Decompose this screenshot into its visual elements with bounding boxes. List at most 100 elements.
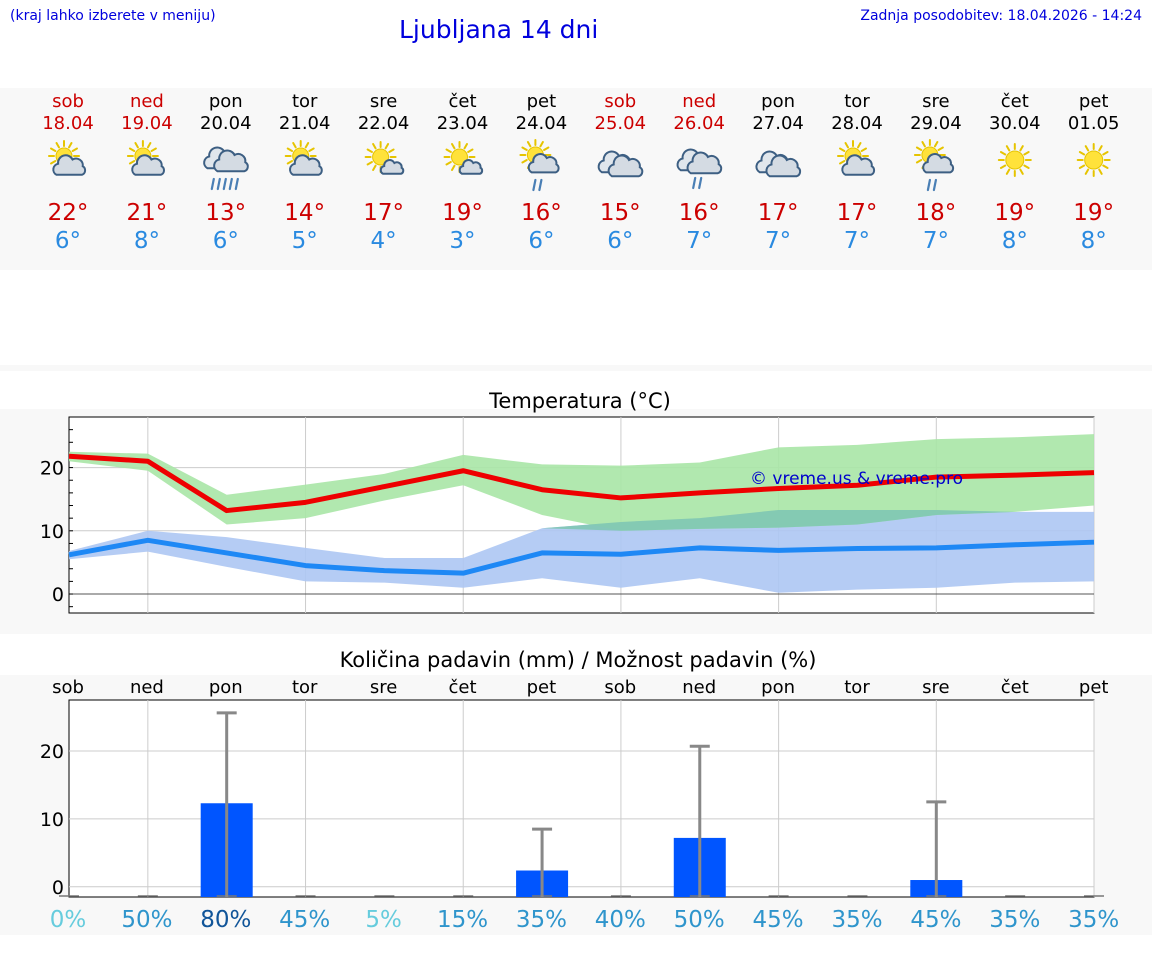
sun-ray bbox=[844, 142, 849, 149]
min-temp: 6° bbox=[213, 228, 239, 254]
location-menu-hint: (kraj lahko izberete v meniju) bbox=[10, 8, 216, 24]
max-temp: 21° bbox=[127, 200, 168, 226]
cloud-shape bbox=[686, 151, 723, 175]
sun-ray bbox=[526, 141, 532, 148]
sun-ray bbox=[366, 161, 373, 166]
rain-drop bbox=[234, 177, 239, 191]
sun-icon bbox=[997, 143, 1032, 177]
sun-ray bbox=[539, 141, 544, 148]
day-name: pet bbox=[1079, 91, 1109, 112]
sun-ray bbox=[384, 143, 390, 150]
heavy-rain-cloud-icon bbox=[203, 146, 249, 191]
day-label: pet bbox=[1079, 677, 1109, 698]
sun-ray bbox=[1023, 164, 1030, 169]
day-date: 18.04 bbox=[42, 113, 94, 134]
sun-ray bbox=[55, 142, 60, 149]
y-tick-label: 0 bbox=[52, 877, 64, 899]
rain-drop bbox=[216, 177, 221, 191]
max-temp: 16° bbox=[521, 200, 562, 226]
min-temp: 8° bbox=[1002, 228, 1028, 254]
cloud-shape bbox=[922, 153, 955, 174]
sun-ray bbox=[467, 148, 474, 153]
y-tick-label: 10 bbox=[40, 521, 64, 543]
rain-drop bbox=[222, 177, 227, 191]
y-tick-label: 20 bbox=[40, 458, 64, 480]
min-temp: 4° bbox=[371, 228, 397, 254]
sun-ray bbox=[451, 143, 456, 150]
min-temp: 8° bbox=[1081, 228, 1107, 254]
rain-drop bbox=[926, 178, 932, 192]
rain-drop bbox=[698, 176, 703, 190]
day-name: pon bbox=[209, 91, 243, 112]
sun-ray bbox=[463, 143, 468, 150]
sun-ray bbox=[1005, 145, 1011, 152]
page-title: Ljubljana 14 dni bbox=[399, 15, 599, 44]
min-temp-line bbox=[68, 537, 1095, 576]
day-date: 19.04 bbox=[121, 113, 173, 134]
day-label: pon bbox=[761, 677, 795, 698]
temperature-chart: Temperatura (°C) 0 10 20 © vreme.us & vreme.… bbox=[40, 389, 1095, 614]
min-temp: 7° bbox=[765, 228, 791, 254]
min-temp: 6° bbox=[607, 228, 633, 254]
precip-probability: 45% bbox=[910, 907, 961, 933]
sun-ray bbox=[543, 146, 550, 151]
sun-ray bbox=[1019, 145, 1024, 152]
sun-disc bbox=[1084, 150, 1104, 170]
sun-ray bbox=[1078, 164, 1086, 169]
section-divider bbox=[0, 365, 1152, 371]
day-name: sob bbox=[604, 91, 636, 112]
day-label: ned bbox=[682, 677, 716, 698]
day-label: sre bbox=[922, 677, 949, 698]
precip-probability: 45% bbox=[279, 907, 330, 933]
cloud-shape bbox=[607, 154, 644, 178]
day-name: čet bbox=[448, 91, 476, 112]
day-label: sob bbox=[604, 677, 636, 698]
sun-ray bbox=[1084, 145, 1090, 152]
min-temp: 5° bbox=[292, 228, 318, 254]
cloud-shape bbox=[458, 159, 484, 175]
cloud-shape bbox=[765, 154, 802, 178]
precip-probability: 0% bbox=[50, 907, 87, 933]
sun-ray bbox=[915, 159, 923, 164]
max-temp: 19° bbox=[1073, 200, 1114, 226]
precip-probability: 80% bbox=[200, 907, 251, 933]
sun-cloud-icon bbox=[48, 140, 87, 176]
day-label: tor bbox=[844, 677, 870, 698]
precip-probability: 45% bbox=[753, 907, 804, 933]
sun-ray bbox=[388, 148, 395, 153]
sun-ray bbox=[128, 160, 136, 165]
precip-probability: 35% bbox=[1068, 907, 1119, 933]
max-temp: 19° bbox=[994, 200, 1035, 226]
day-name: sre bbox=[370, 91, 397, 112]
min-temp: 7° bbox=[844, 228, 870, 254]
overlap-band bbox=[69, 509, 1094, 558]
max-temp: 17° bbox=[837, 200, 878, 226]
rain-drop bbox=[532, 178, 537, 192]
sun-ray bbox=[366, 148, 373, 153]
sun-ray bbox=[372, 164, 377, 171]
day-date: 23.04 bbox=[437, 113, 489, 134]
sun-ray bbox=[1005, 168, 1011, 175]
day-name: ned bbox=[682, 91, 716, 112]
precip-probability: 50% bbox=[121, 907, 172, 933]
max-temp: 18° bbox=[916, 200, 957, 226]
sun-ray bbox=[999, 151, 1007, 156]
day-name: čet bbox=[1001, 91, 1029, 112]
day-label: sob bbox=[52, 677, 84, 698]
max-temp: 19° bbox=[442, 200, 483, 226]
y-tick-label: 0 bbox=[52, 584, 64, 606]
sun-ray bbox=[292, 142, 297, 149]
sun-ray bbox=[68, 142, 73, 149]
rain-drop bbox=[210, 177, 215, 191]
max-temp: 22° bbox=[48, 200, 89, 226]
sun-ray bbox=[445, 148, 452, 153]
sun-disc bbox=[372, 148, 390, 166]
sun-ray bbox=[1078, 151, 1086, 156]
precip-probability: 35% bbox=[516, 907, 567, 933]
max-temp: 15° bbox=[600, 200, 641, 226]
sun-cloud-icon bbox=[284, 140, 323, 176]
rain-drop bbox=[692, 176, 697, 190]
day-date: 27.04 bbox=[752, 113, 804, 134]
daily-forecast-strip: sob18.0422°6°ned19.0421°8°pon20.0413°6°t… bbox=[42, 91, 1119, 254]
sun-small-cloud-icon bbox=[364, 141, 405, 175]
